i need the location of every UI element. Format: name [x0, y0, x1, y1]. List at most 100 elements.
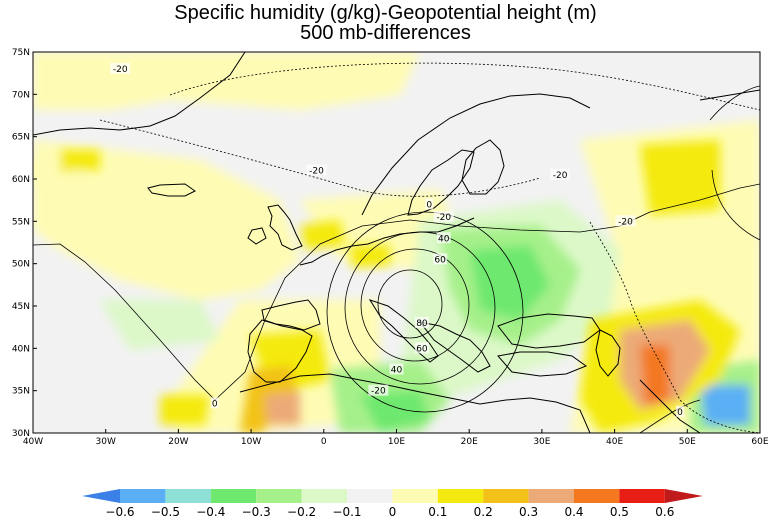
colorbar-swatch — [82, 489, 120, 503]
iberia-coast — [247, 319, 313, 383]
coastlines — [33, 52, 760, 433]
contour-label: 60 — [416, 344, 428, 354]
colorbar-label: −0.3 — [242, 505, 271, 519]
colorbar-swatch — [619, 489, 665, 503]
lat-tick-label: 70N — [12, 90, 30, 100]
contour-label: 0 — [426, 200, 432, 210]
humidity-area-0.2 — [160, 395, 210, 425]
contour-label: 0 — [677, 408, 683, 418]
colorbar-label: 0.4 — [564, 505, 583, 519]
colorbar-swatch — [392, 489, 438, 503]
contour-label: 60 — [434, 255, 446, 265]
ireland-coast — [247, 227, 267, 245]
lon-tick-label: 40W — [23, 437, 43, 447]
humidity-area-0.4 — [265, 392, 300, 425]
lon-tick-label: 30E — [533, 437, 550, 447]
persian-gulf-coast — [639, 379, 701, 433]
humidity-area-neg0.4 — [360, 390, 430, 433]
contour-label-bg — [433, 211, 454, 223]
lat-tick-label: 40N — [12, 344, 30, 354]
lat-tick-label: 55N — [12, 217, 30, 227]
lat-tick-label: 75N — [12, 48, 30, 58]
finland-coast — [461, 139, 505, 195]
chart-subtitle: 500 mb-differences — [300, 22, 471, 44]
colorbar-swatch — [664, 489, 703, 503]
humidity-area-0.2 — [300, 220, 345, 250]
humidity-area-neg0.4 — [470, 245, 550, 320]
lat-tick-label: 60N — [12, 175, 30, 185]
contour-neg20-east — [589, 221, 760, 433]
chart-title: Specific humidity (g/kg)-Geopotential he… — [174, 2, 597, 24]
contour-label-bg — [676, 405, 685, 417]
contour-label: -20 — [618, 217, 633, 227]
longitude-axis: 40W 30W 20W 10W 0 10E 20E 30E 40E 50E 60E — [23, 429, 769, 447]
north-africa-coast — [239, 373, 591, 433]
contour-label: -20 — [436, 213, 451, 223]
contour-label-bg — [414, 342, 429, 354]
colorbar-swatch — [528, 489, 574, 503]
colorbar-swatch — [347, 489, 393, 503]
lon-tick-label: 60E — [751, 437, 768, 447]
latitude-axis: 30N 35N 40N 45N 50N 55N 60N 65N 70N 75N — [12, 48, 37, 439]
contour-labels: -20 -20 -20 -20 -20 0 40 60 80 60 40 -20 0 0 — [110, 62, 685, 418]
contour-label-bg — [210, 397, 219, 409]
britain-coast — [267, 204, 303, 251]
humidity-area-neg0.5 — [700, 385, 750, 425]
lat-tick-label: 50N — [12, 260, 30, 270]
contour-east-edge — [709, 85, 760, 241]
colorbar-label: 0 — [389, 505, 397, 519]
contour-label: -20 — [113, 65, 128, 75]
lat-tick-label: 30N — [12, 429, 30, 439]
colorbar-swatch — [120, 489, 166, 503]
caspian-coast — [595, 329, 621, 377]
lon-tick-label: 50E — [679, 437, 696, 447]
lon-tick-label: 10E — [388, 437, 405, 447]
lat-tick-label: 45N — [12, 302, 30, 312]
contour-label: 0 — [212, 399, 218, 409]
humidity-area-neg0.2 — [100, 300, 220, 350]
lon-tick-label: 10W — [241, 437, 261, 447]
colorbar-label: 0.2 — [474, 505, 493, 519]
contour-label: -20 — [371, 387, 386, 397]
balkans-coast — [418, 321, 491, 373]
colorbar-swatch — [437, 489, 484, 503]
contour-label: -20 — [309, 167, 324, 177]
contour-label-bg — [615, 215, 636, 227]
humidity-area-0.2 — [60, 150, 100, 172]
sweden-coast — [407, 149, 475, 216]
lat-tick-label: 35N — [12, 387, 30, 397]
italy-coast — [368, 299, 439, 363]
humidity-area-0.2 — [640, 140, 720, 215]
north-sea-coast — [299, 217, 475, 266]
colorbar-label: 0.3 — [519, 505, 538, 519]
lon-tick-label: 20W — [168, 437, 188, 447]
contour-80 — [377, 269, 443, 339]
colorbar-label: 0.5 — [610, 505, 629, 519]
contour-label: 80 — [416, 319, 428, 329]
colorbar-label: −0.2 — [287, 505, 316, 519]
norway-coast — [361, 93, 591, 216]
colorbar-swatch — [574, 489, 620, 503]
colorbar-label: −0.5 — [151, 505, 180, 519]
colorbar-swatch — [256, 489, 302, 503]
lon-tick-label: 40E — [606, 437, 623, 447]
contour-label-bg — [306, 164, 327, 176]
contour-60 — [360, 248, 470, 362]
contour-neg20-mid — [99, 119, 541, 197]
iceland-coast — [147, 183, 196, 197]
contour-label-bg — [110, 62, 131, 74]
colorbar-label: 0.6 — [655, 505, 674, 519]
contour-label: 40 — [438, 234, 450, 244]
lon-tick-label: 0 — [321, 437, 327, 447]
contour-label-bg — [436, 232, 451, 244]
lat-tick-label: 65N — [12, 133, 30, 143]
humidity-shading-strong — [33, 140, 760, 433]
colorbar-swatch — [483, 489, 529, 503]
turkey-coast — [497, 351, 588, 377]
contour-label-bg — [425, 198, 434, 210]
colorbar-swatch — [210, 489, 257, 503]
contour-40 — [344, 231, 496, 385]
colorbar-swatch — [165, 489, 211, 503]
contour-label-bg — [414, 316, 429, 328]
